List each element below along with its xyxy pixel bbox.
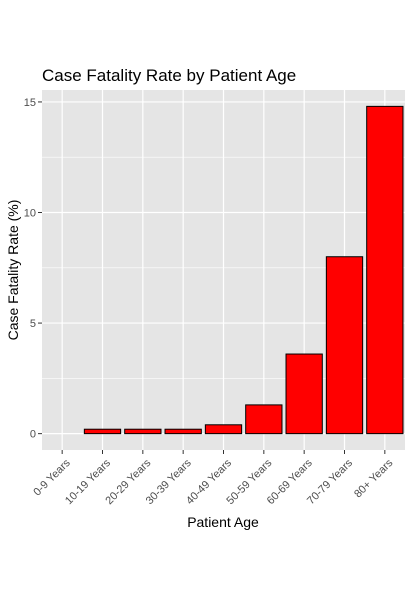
- bar: [164, 428, 202, 435]
- bar: [83, 428, 122, 435]
- x-tick-label: 0-9 Years: [31, 457, 73, 499]
- y-tick-label: 0: [30, 429, 36, 441]
- y-axis-title: Case Fatality Rate (%): [5, 200, 21, 341]
- y-axis: 0 5 10 15: [24, 97, 42, 441]
- y-tick-label: 15: [24, 97, 36, 109]
- bar: [124, 428, 162, 435]
- x-tick-label: 80+ Years: [352, 457, 396, 501]
- y-tick-label: 10: [24, 208, 36, 220]
- bar: [366, 105, 404, 435]
- bar: [245, 404, 283, 435]
- y-tick-label: 5: [30, 318, 36, 330]
- chart-title: Case Fatality Rate by Patient Age: [42, 66, 296, 85]
- bar: [325, 256, 364, 435]
- bar: [204, 424, 243, 435]
- bars-group: [83, 105, 404, 435]
- x-axis-title: Patient Age: [187, 514, 259, 530]
- bar: [285, 353, 323, 435]
